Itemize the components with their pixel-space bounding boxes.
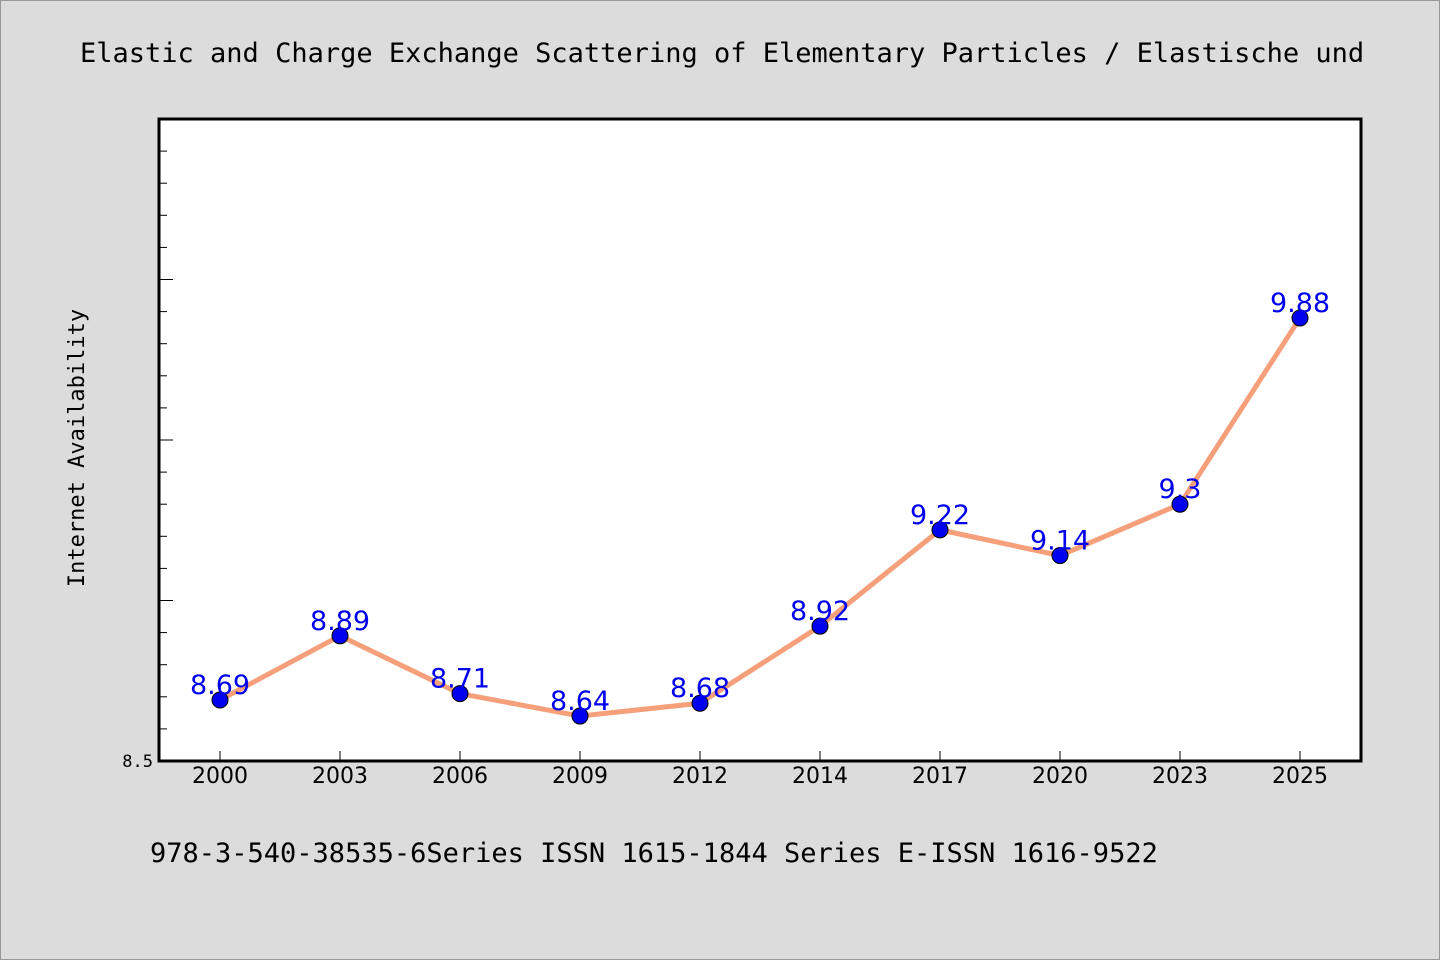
data-point [211,691,229,709]
chart-title: Elastic and Charge Exchange Scattering o… [80,38,1364,69]
x-tick-label: 2003 [312,764,368,789]
x-tick-label: 2006 [432,764,488,789]
series-line-group [217,315,1303,719]
x-tick-label: 2014 [792,764,848,789]
data-label: 9.22 [910,500,970,531]
data-label: 8.68 [670,673,730,704]
data-point [1291,309,1309,327]
data-label: 8.64 [550,686,610,717]
data-label: 8.92 [790,596,850,627]
x-tick-label: 2009 [552,764,608,789]
series-line [217,315,1303,719]
x-tick-label: 2025 [1272,764,1328,789]
data-point [331,627,349,645]
data-point [1171,495,1189,513]
data-label: 8.69 [190,670,250,701]
x-ticks: 2000 2003 2006 2009 2012 2014 2017 2020 2023 2025 [192,751,1328,789]
x-tick-label: 2023 [1152,764,1208,789]
x-tick-label: 2017 [912,764,968,789]
data-point [1051,547,1069,565]
data-label: 9.14 [1030,526,1090,557]
data-point [931,521,949,539]
y-axis-label: Internet Availability [65,309,90,587]
x-tick-label: 2012 [672,764,728,789]
y-ticks: 8.5 [122,150,173,772]
data-point [691,694,709,712]
data-point [811,617,829,635]
data-labels: 8.69 8.89 8.71 8.64 8.68 8.92 9.22 9.14 9.3 9.88 [190,288,1330,717]
data-points [211,309,1309,725]
x-tick-label: 2020 [1032,764,1088,789]
data-label: 8.71 [430,664,490,695]
data-point [451,685,469,703]
data-label: 9.88 [1270,288,1330,319]
y-tick-label: 8.5 [122,752,153,772]
data-point [571,707,589,725]
data-label: 9.3 [1159,474,1202,505]
plot-area [157,117,1363,763]
x-tick-label: 2000 [192,764,248,789]
footer-text: 978-3-540-38535-6Series ISSN 1615-1844 S… [150,838,1158,869]
data-label: 8.89 [310,606,370,637]
